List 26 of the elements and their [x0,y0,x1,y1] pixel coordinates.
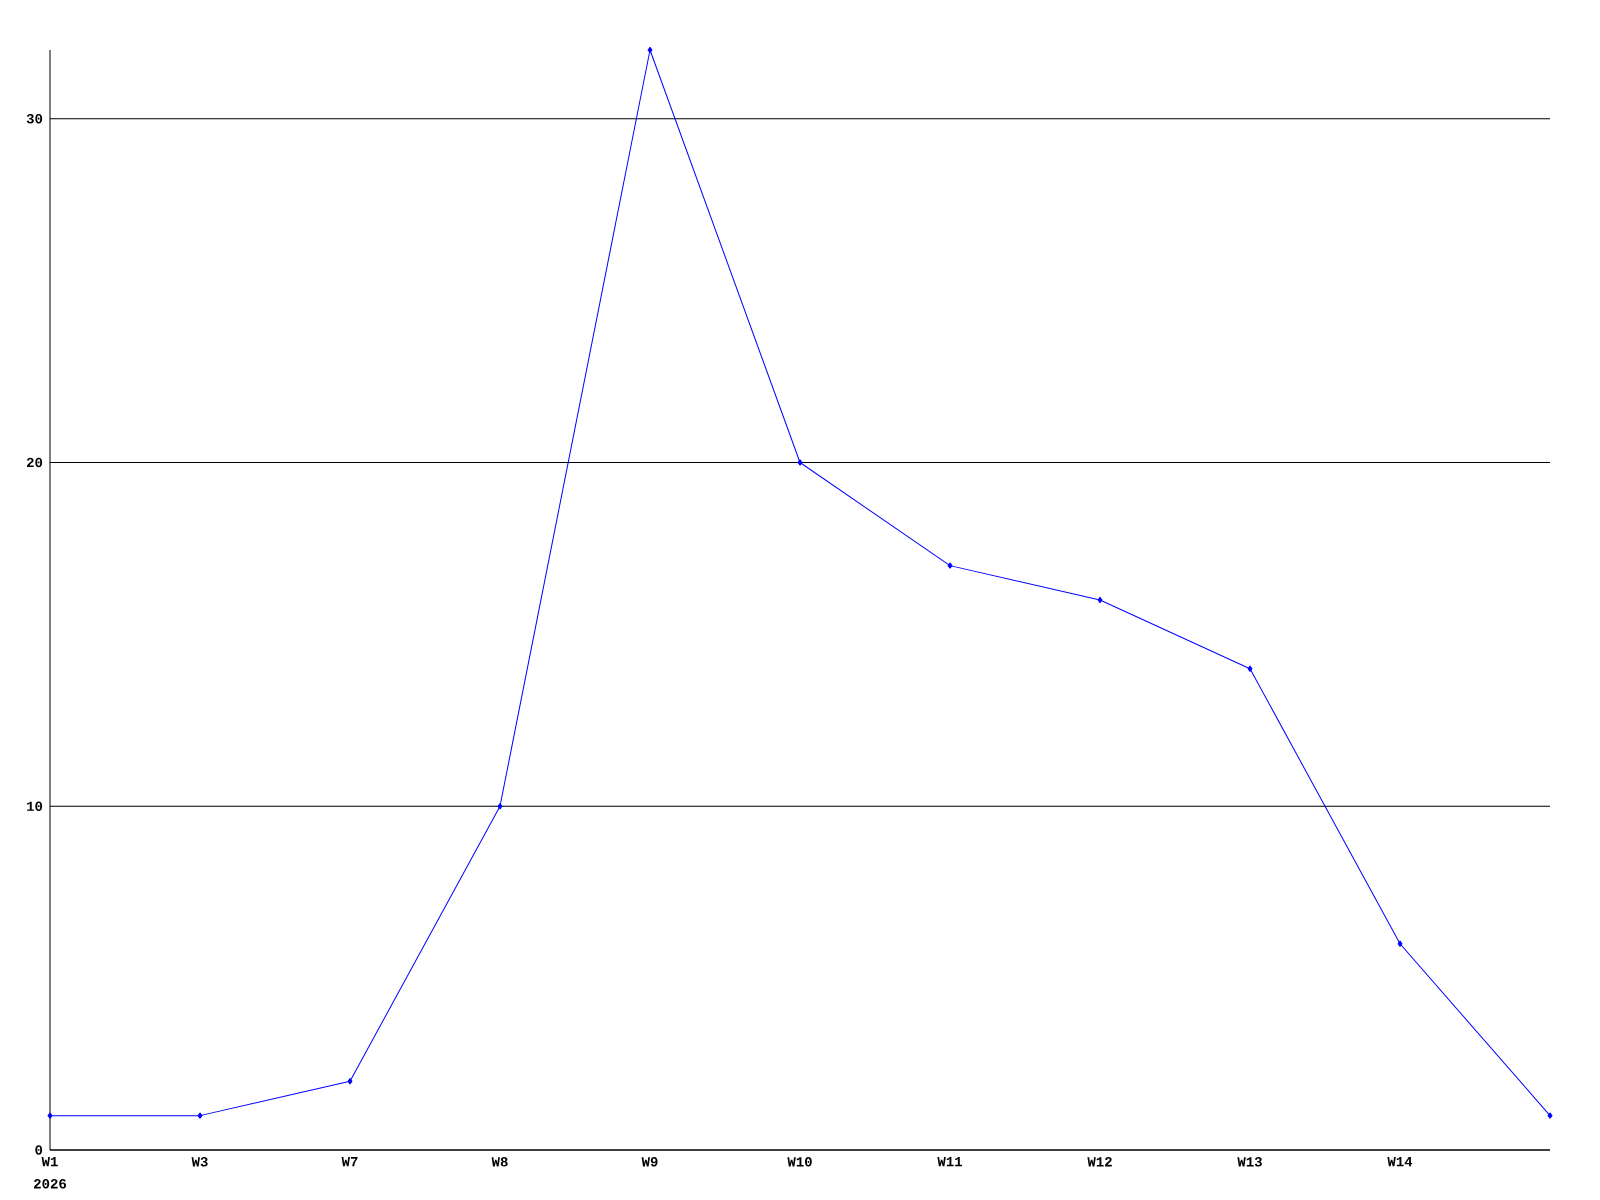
point [497,803,503,810]
x-tick-label: W10 [787,1157,812,1167]
text: 2026 [34,1179,67,1189]
x-tick-label: W8 [491,1157,508,1167]
x-tick-label: W12 [1087,1157,1112,1167]
x-tick-label: W11 [937,1157,963,1167]
point [197,1112,203,1119]
point [1247,665,1253,672]
x-tick-label: W3 [191,1157,208,1167]
y-tick-label: 0 [35,1145,43,1155]
point [1397,940,1403,947]
point [647,46,653,54]
y-tick-label: 20 [26,457,43,468]
point [1547,1112,1553,1119]
y-tick-label: 10 [27,801,43,811]
x-tick-label: W9 [641,1157,658,1167]
x-tick-label: W14 [1387,1157,1413,1167]
point [47,1112,53,1119]
point [797,459,803,466]
point [1097,596,1103,604]
point [347,1078,353,1085]
point [947,562,953,569]
x-tick-label: W13 [1237,1157,1262,1167]
x-tick-label: W7 [341,1157,358,1167]
y-tick-label: 30 [26,114,43,124]
x-tick-label: W1 [41,1157,58,1167]
